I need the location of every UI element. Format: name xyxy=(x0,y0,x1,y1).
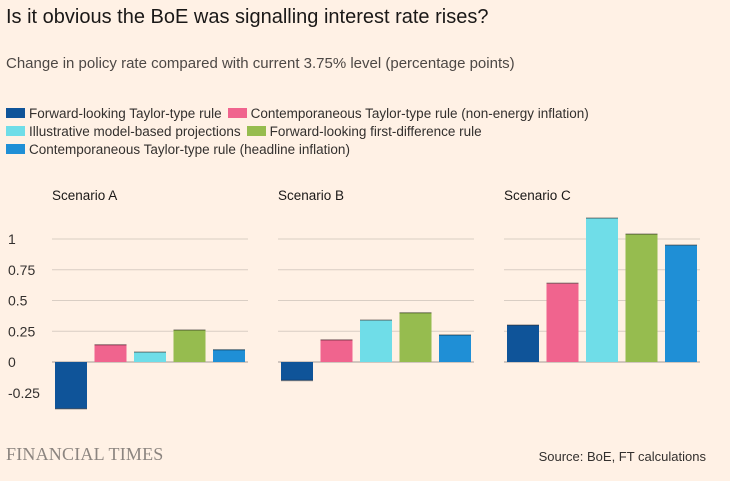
bar xyxy=(134,352,166,362)
bar xyxy=(320,339,353,362)
chart-title: Is it obvious the BoE was signalling int… xyxy=(6,6,489,28)
bar xyxy=(625,234,658,362)
legend-item: Contemporaneous Taylor-type rule (headli… xyxy=(6,142,350,157)
y-tick-label: 0 xyxy=(8,354,16,370)
legend-item: Forward-looking Taylor-type rule xyxy=(6,106,222,121)
bar xyxy=(586,218,618,362)
legend-swatch xyxy=(6,126,25,136)
legend-label: Contemporaneous Taylor-type rule (non-en… xyxy=(250,105,589,121)
bar xyxy=(399,312,432,362)
bar xyxy=(173,330,206,362)
panel-title: Scenario A xyxy=(52,188,117,203)
legend-item: Forward-looking first-difference rule xyxy=(246,123,482,139)
legend: Forward-looking Taylor-type rule Contempo… xyxy=(6,104,726,158)
bar xyxy=(213,349,245,362)
bar xyxy=(94,344,127,362)
legend-item: Illustrative model-based projections xyxy=(6,124,241,139)
legend-row: Forward-looking Taylor-type rule Contempo… xyxy=(6,104,726,122)
legend-item: Contemporaneous Taylor-type rule (non-en… xyxy=(227,105,589,121)
panel-title: Scenario C xyxy=(504,188,571,203)
bar xyxy=(507,325,539,362)
bar xyxy=(55,362,87,409)
legend-label: Forward-looking Taylor-type rule xyxy=(29,105,222,121)
y-tick-label: 0.5 xyxy=(8,293,28,309)
bar xyxy=(546,283,579,362)
legend-swatch xyxy=(246,126,266,136)
chart-subtitle: Change in policy rate compared with curr… xyxy=(6,55,515,72)
ft-logo: FINANCIAL TIMES xyxy=(6,444,164,464)
legend-row: Contemporaneous Taylor-type rule (headli… xyxy=(6,140,726,158)
y-tick-label: -0.25 xyxy=(8,385,40,401)
legend-swatch xyxy=(227,108,247,118)
bar-chart: -0.25 0 0.25 0.5 0.75 1 Scenario A Scenario B Sc… xyxy=(8,188,700,410)
y-tick-label: 0.25 xyxy=(8,323,35,339)
y-tick-label: 0.75 xyxy=(8,262,35,278)
legend-label: Forward-looking first-difference rule xyxy=(269,123,482,139)
panel-title: Scenario B xyxy=(278,188,344,203)
bar xyxy=(439,334,471,362)
source-note: Source: BoE, FT calculations xyxy=(538,449,706,464)
legend-label: Illustrative model-based projections xyxy=(29,123,241,139)
y-tick-label: 1 xyxy=(8,231,16,247)
legend-swatch xyxy=(6,144,25,154)
legend-swatch xyxy=(6,108,25,118)
bar xyxy=(281,362,313,381)
legend-label: Contemporaneous Taylor-type rule (headli… xyxy=(29,141,350,157)
bar xyxy=(360,320,392,362)
legend-row: Illustrative model-based projections Forw… xyxy=(6,122,726,140)
bar xyxy=(665,245,697,362)
